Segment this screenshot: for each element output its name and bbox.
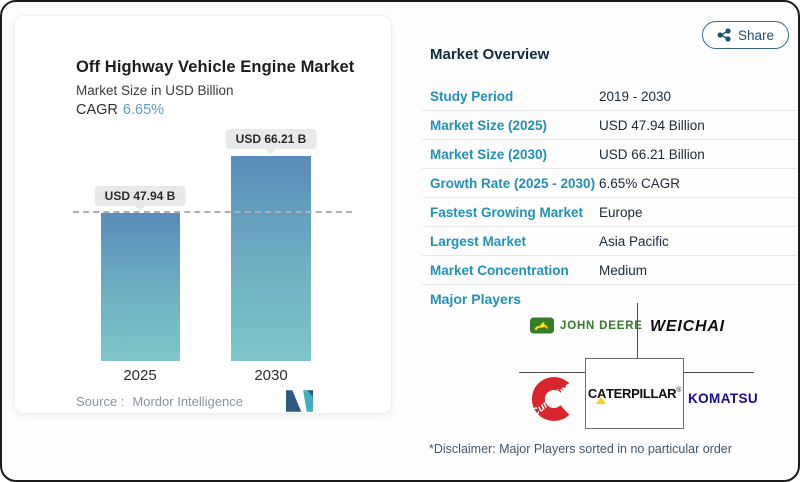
table-row: Market Size (2025) USD 47.94 Billion xyxy=(422,111,797,140)
caterpillar-wordmark: CATERPILLAR® xyxy=(587,386,682,404)
share-icon xyxy=(717,28,731,42)
share-button[interactable]: Share xyxy=(702,21,790,49)
cagr-value: 6.65% xyxy=(122,102,165,118)
weichai-logo: WEICHAI xyxy=(650,318,725,335)
table-row: Largest Market Asia Pacific xyxy=(422,227,797,256)
bar-value-label-2025: USD 47.94 B xyxy=(94,186,186,206)
reference-dashed-line xyxy=(73,211,352,213)
row-value: Europe xyxy=(599,204,643,220)
caterpillar-rest: TERPILLAR xyxy=(606,386,677,401)
disclaimer-text: *Disclaimer: Major Players sorted in no … xyxy=(429,442,732,456)
row-value: 6.65% CAGR xyxy=(599,175,681,191)
row-value: USD 66.21 Billion xyxy=(599,146,705,162)
market-chart-card: USD 47.94 B USD 66.21 B Off Highway Vehi… xyxy=(14,15,392,414)
x-axis-label-2025: 2025 xyxy=(123,367,157,384)
source-label: Source : xyxy=(76,394,125,409)
row-label: Largest Market xyxy=(430,233,527,249)
row-value: Medium xyxy=(599,262,648,278)
cagr-label: CAGR xyxy=(76,102,118,118)
table-row: Study Period 2019 - 2030 xyxy=(422,82,797,111)
row-label: Growth Rate (2025 - 2030) xyxy=(430,175,596,191)
bar-2030 xyxy=(231,156,311,361)
source-value: Mordor Intelligence xyxy=(132,394,243,409)
chart-title: Off Highway Vehicle Engine Market xyxy=(76,58,355,76)
x-axis-label-2030: 2030 xyxy=(254,367,288,384)
komatsu-logo: KOMATSU xyxy=(688,391,759,406)
caterpillar-logo-box: CATERPILLAR® xyxy=(585,358,684,429)
bar-value-label-2030: USD 66.21 B xyxy=(225,129,317,149)
caterpillar-yellow-triangle: A xyxy=(595,386,607,404)
row-value: Asia Pacific xyxy=(599,233,669,249)
john-deere-wordmark: JOHN DEERE xyxy=(560,319,643,332)
row-label: Market Size (2025) xyxy=(430,117,548,133)
table-row: Growth Rate (2025 - 2030) 6.65% CAGR xyxy=(422,169,797,198)
row-label: Study Period xyxy=(430,88,514,104)
overview-table: Study Period 2019 - 2030 Market Size (20… xyxy=(422,82,797,285)
cummins-logo: Cummins xyxy=(529,377,574,421)
chart-cagr: CAGR 6.65% xyxy=(76,102,164,118)
john-deere-logo: JOHN DEERE xyxy=(530,317,643,334)
registered-mark: ® xyxy=(676,387,682,394)
tree-vertical-line xyxy=(637,303,638,372)
john-deere-deer-icon xyxy=(530,317,554,334)
share-button-label: Share xyxy=(738,27,775,43)
bar-chart: USD 47.94 B USD 66.21 B xyxy=(15,16,393,361)
major-players-label: Major Players xyxy=(430,291,522,307)
overview-heading: Market Overview xyxy=(430,46,550,63)
table-row: Fastest Growing Market Europe xyxy=(422,198,797,227)
row-value: 2019 - 2030 xyxy=(599,88,672,104)
bar-2025 xyxy=(101,213,180,361)
table-row: Market Size (2030) USD 66.21 Billion xyxy=(422,140,797,169)
source-attribution: Source : Mordor Intelligence xyxy=(76,394,243,409)
row-label: Market Size (2030) xyxy=(430,146,548,162)
chart-subtitle: Market Size in USD Billion xyxy=(76,83,234,98)
table-row: Market Concentration Medium xyxy=(422,256,797,285)
row-value: USD 47.94 Billion xyxy=(599,117,705,133)
row-label: Fastest Growing Market xyxy=(430,204,584,220)
mordor-intelligence-logo-icon xyxy=(286,390,313,412)
row-label: Market Concentration xyxy=(430,262,569,278)
